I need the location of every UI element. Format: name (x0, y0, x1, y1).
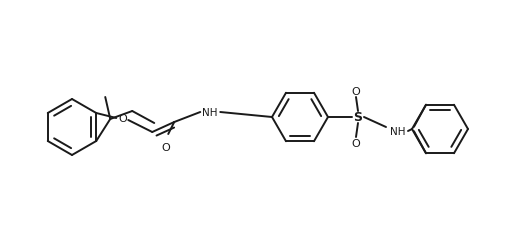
Text: O: O (352, 87, 361, 97)
Text: NH: NH (390, 126, 406, 136)
Text: O: O (162, 142, 171, 152)
Text: O: O (352, 138, 361, 148)
Text: O: O (118, 113, 127, 124)
Text: S: S (354, 111, 363, 124)
Text: NH: NH (202, 108, 218, 117)
